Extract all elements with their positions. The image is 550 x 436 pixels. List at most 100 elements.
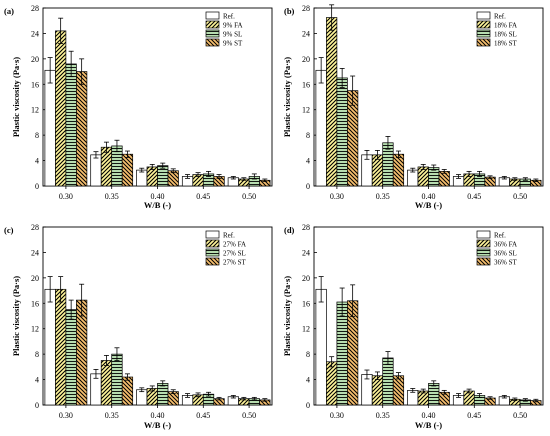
y-tick-label: 20 (302, 55, 310, 64)
bar (392, 375, 405, 406)
y-tick-label: 28 (31, 4, 39, 13)
bar (76, 71, 88, 187)
panel-label: (d) (284, 225, 295, 235)
bar (55, 30, 67, 187)
bar (157, 165, 169, 187)
legend-swatch (476, 29, 491, 38)
bar (326, 17, 338, 187)
legend-label: 36% SL (494, 250, 517, 258)
legend-swatch (205, 248, 220, 257)
y-tick-label: 12 (31, 325, 39, 334)
x-axis-title: W/B (-) (415, 200, 442, 210)
y-tick-label: 8 (306, 131, 310, 140)
x-tick-label: 0.40 (151, 411, 165, 420)
y-tick-label: 16 (302, 299, 310, 308)
y-tick-label: 4 (306, 157, 310, 166)
y-tick-label: 16 (302, 80, 310, 89)
bar (100, 146, 113, 187)
legend-swatch (205, 257, 220, 266)
y-tick-label: 0 (35, 401, 39, 410)
legend-label: 27% ST (223, 259, 246, 267)
x-tick-label: 0.30 (330, 192, 344, 201)
x-tick-label: 0.35 (376, 411, 390, 420)
x-tick-label: 0.45 (196, 192, 210, 201)
x-axis-title: W/B (-) (144, 200, 171, 210)
y-axis-title: Plastic viscosity (Pa·s) (11, 276, 21, 356)
legend-swatch (476, 257, 491, 266)
x-tick-label: 0.45 (467, 411, 481, 420)
y-tick-label: 28 (31, 223, 39, 232)
y-tick-label: 16 (31, 80, 39, 89)
bar (100, 360, 113, 406)
legend-swatch (205, 230, 220, 239)
x-tick-label: 0.35 (376, 192, 390, 201)
legend-label: Ref. (223, 232, 235, 240)
y-tick-label: 24 (302, 29, 310, 38)
legend-label: 18% ST (494, 40, 517, 48)
panel-label: (c) (4, 225, 14, 235)
legend-label: Ref. (494, 232, 506, 240)
bar (44, 288, 56, 406)
bar (382, 357, 394, 406)
y-tick-label: 20 (31, 55, 39, 64)
y-tick-label: 20 (302, 274, 310, 283)
x-axis-title: W/B (-) (144, 420, 171, 430)
legend-label: 18% SL (494, 31, 517, 39)
y-tick-label: 24 (31, 29, 39, 38)
legend-label: 36% FA (494, 241, 517, 249)
y-tick-label: 4 (306, 376, 310, 385)
x-tick-label: 0.45 (467, 192, 481, 201)
y-tick-label: 12 (302, 106, 310, 115)
legend-label: 36% ST (494, 259, 517, 267)
legend-label: Ref. (494, 13, 506, 21)
x-tick-label: 0.35 (105, 192, 119, 201)
x-tick-label: 0.50 (242, 411, 256, 420)
bar (121, 376, 134, 406)
y-tick-label: 28 (302, 4, 310, 13)
bar (315, 69, 327, 187)
legend-label: 9% FA (223, 22, 243, 30)
legend-label: 27% SL (223, 250, 246, 258)
y-tick-label: 20 (31, 274, 39, 283)
x-tick-label: 0.35 (105, 411, 119, 420)
bar (90, 154, 102, 187)
legend-swatch (205, 29, 220, 38)
y-tick-label: 8 (35, 350, 39, 359)
legend-swatch (476, 20, 491, 29)
bar (336, 77, 348, 187)
legend-swatch (476, 230, 491, 239)
legend-swatch (476, 38, 491, 47)
y-tick-label: 12 (31, 106, 39, 115)
bar (157, 383, 169, 406)
legend-swatch (476, 11, 491, 20)
legend-swatch (476, 239, 491, 248)
x-tick-label: 0.50 (513, 192, 527, 201)
y-tick-label: 0 (35, 182, 39, 191)
y-tick-label: 4 (35, 376, 39, 385)
legend-swatch (205, 20, 220, 29)
legend-label: 9% ST (223, 40, 243, 48)
bar (55, 288, 67, 406)
y-tick-label: 0 (306, 182, 310, 191)
x-tick-label: 0.45 (196, 411, 210, 420)
bar (111, 353, 123, 406)
x-tick-label: 0.50 (242, 192, 256, 201)
y-axis-title: Plastic viscosity (Pa·s) (11, 57, 21, 137)
bar (65, 63, 77, 187)
bar (326, 361, 338, 406)
y-tick-label: 24 (302, 248, 310, 257)
y-tick-label: 8 (35, 131, 39, 140)
y-axis-title: Plastic viscosity (Pa·s) (282, 276, 292, 356)
legend-label: 27% FA (223, 241, 246, 249)
bar (392, 153, 405, 187)
x-tick-label: 0.40 (422, 411, 436, 420)
y-tick-label: 16 (31, 299, 39, 308)
bar (136, 169, 148, 187)
legend-label: Ref. (223, 13, 235, 21)
bar (65, 309, 77, 406)
bar (428, 383, 440, 406)
